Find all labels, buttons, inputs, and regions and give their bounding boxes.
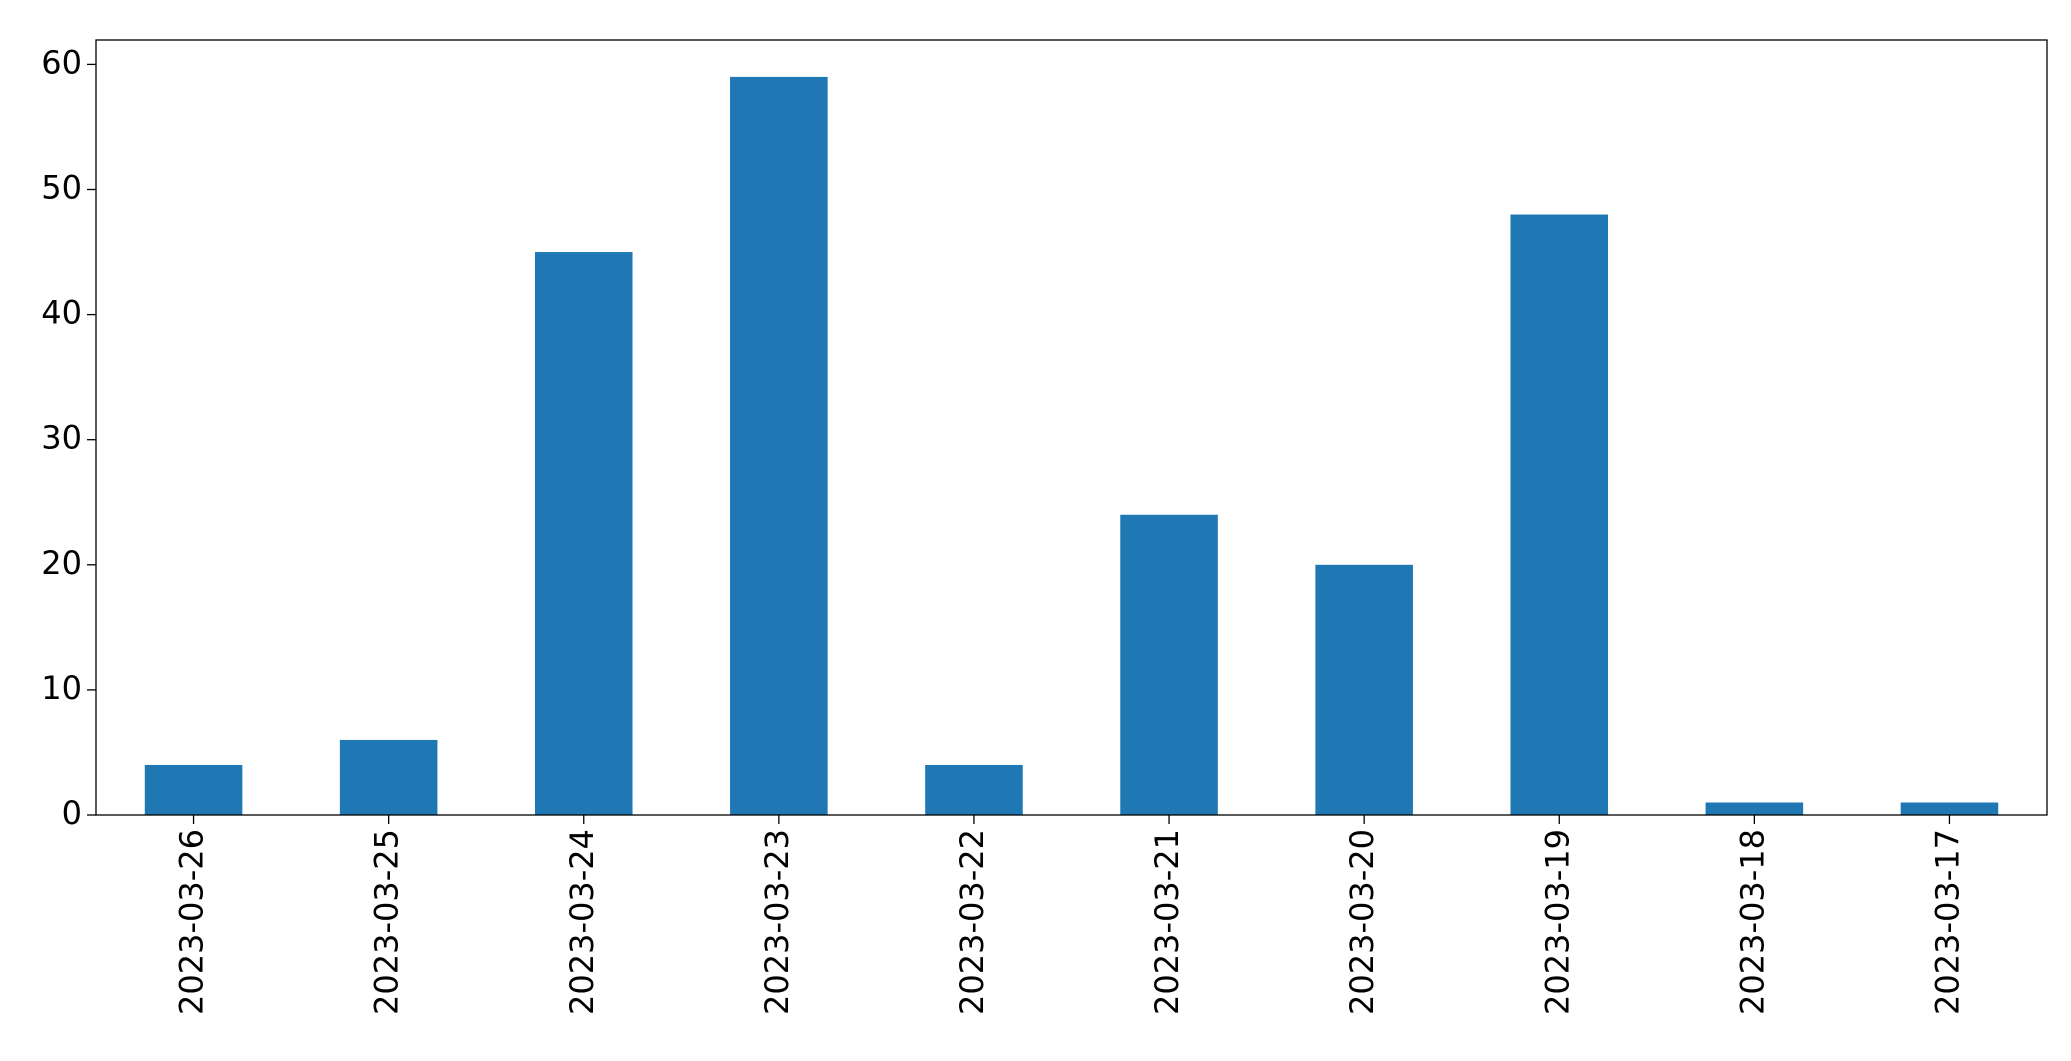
bar bbox=[1120, 514, 1218, 815]
x-tick-label: 2023-03-18 bbox=[1733, 829, 1771, 1015]
y-tick-label: 0 bbox=[62, 794, 82, 832]
y-tick-label: 60 bbox=[41, 43, 82, 81]
bar bbox=[730, 76, 828, 815]
y-tick-label: 10 bbox=[41, 669, 82, 707]
y-tick-label: 20 bbox=[41, 544, 82, 582]
x-tick-label: 2023-03-20 bbox=[1343, 829, 1381, 1015]
bar bbox=[534, 252, 633, 815]
bar bbox=[925, 764, 1023, 815]
y-tick-label: 40 bbox=[41, 294, 82, 332]
bar bbox=[1510, 214, 1609, 815]
bar bbox=[1705, 802, 1804, 815]
bar bbox=[339, 739, 438, 815]
x-tick-label: 2023-03-17 bbox=[1928, 829, 1966, 1015]
x-tick-label: 2023-03-21 bbox=[1148, 829, 1186, 1015]
bar bbox=[144, 764, 243, 815]
bar bbox=[1315, 564, 1413, 815]
y-tick-label: 50 bbox=[41, 168, 82, 206]
plot-frame bbox=[95, 39, 2048, 816]
y-tick-label: 30 bbox=[41, 419, 82, 457]
x-tick-label: 2023-03-25 bbox=[368, 829, 406, 1015]
x-tick-label: 2023-03-19 bbox=[1538, 829, 1576, 1015]
x-tick-label: 2023-03-23 bbox=[758, 829, 796, 1015]
x-tick-label: 2023-03-26 bbox=[173, 829, 211, 1015]
x-tick-label: 2023-03-22 bbox=[953, 829, 991, 1015]
bar bbox=[1900, 802, 1999, 815]
x-tick-label: 2023-03-24 bbox=[563, 829, 601, 1015]
